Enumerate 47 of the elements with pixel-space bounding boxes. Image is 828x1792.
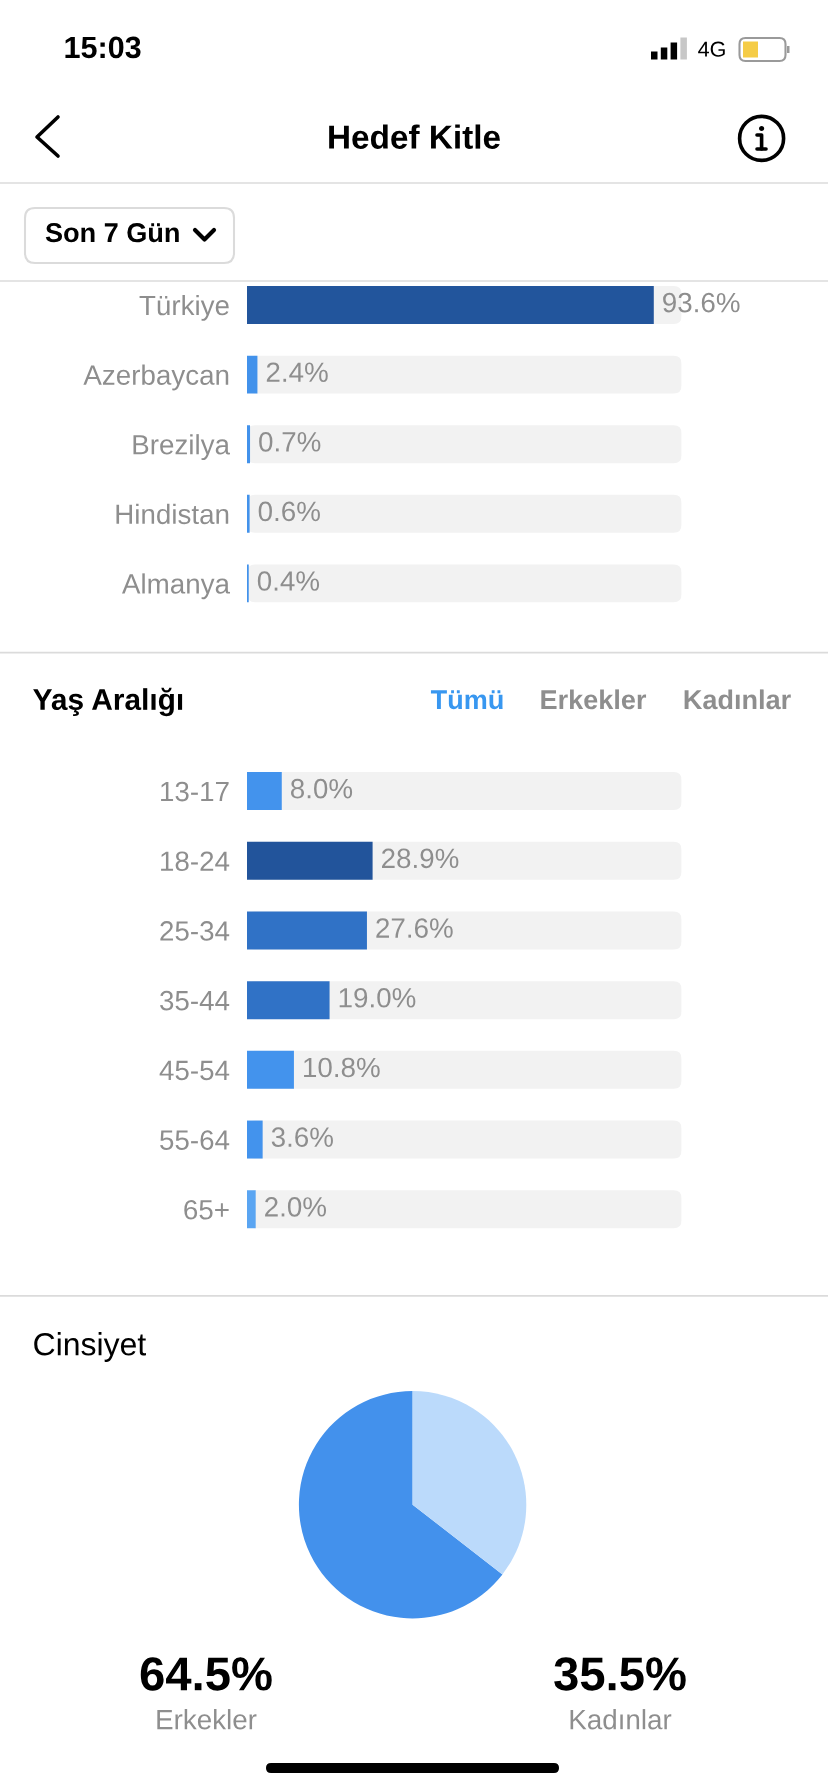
data-label: 0.4% <box>257 571 320 591</box>
bar <box>247 1050 294 1089</box>
data-label: 2.4% <box>266 362 328 382</box>
bar <box>247 494 250 533</box>
data-label: 0.7% <box>259 431 321 452</box>
data-label: 2.0% <box>265 1197 327 1217</box>
bar <box>247 425 251 464</box>
text: Kadınlar <box>684 689 791 710</box>
data-label: 0.6% <box>258 501 320 522</box>
y-tick-label: 18-24 <box>161 851 230 872</box>
pie-slice <box>298 1391 503 1619</box>
data-label: 8.0% <box>290 778 353 799</box>
data-label: 93.6% <box>663 292 740 313</box>
pie-slice <box>412 1391 527 1575</box>
text: Tümü <box>430 690 503 710</box>
data-label: 3.6% <box>271 1127 333 1148</box>
y-tick-label: Brezilya <box>133 434 230 461</box>
y-tick-label: 13-17 <box>161 781 229 802</box>
y-tick-label: 25-34 <box>160 921 230 941</box>
data-label: 28.9% <box>382 848 459 869</box>
data-label: 10.8% <box>304 1057 380 1078</box>
data-label: 64.5% <box>140 1657 272 1691</box>
y-tick-label: Azerbaycan <box>83 364 229 391</box>
data-label: 27.6% <box>376 918 453 938</box>
y-tick-label: 35-44 <box>160 990 230 1011</box>
slice-label: Erkekler <box>157 1709 257 1730</box>
chart-title: Yaş Aralığı <box>33 687 183 717</box>
y-tick-label: 65+ <box>184 1199 229 1220</box>
chart-title: Cinsiyet <box>34 1332 146 1362</box>
y-tick-label: Hindistan <box>116 503 229 525</box>
y-tick-label: 45-54 <box>159 1060 230 1081</box>
y-tick-label: Türkiye <box>139 294 229 321</box>
data-label: 19.0% <box>339 987 416 1008</box>
bar <box>247 1190 256 1229</box>
y-tick-label: 55-64 <box>160 1130 230 1150</box>
data-label: 35.5% <box>554 1657 686 1691</box>
text: 4G <box>698 41 725 57</box>
chart-title: Hedef Kitle <box>329 124 500 149</box>
chart-subtitle: Son 7 Gün <box>45 223 179 243</box>
text: Erkekler <box>541 689 647 710</box>
bar <box>247 981 330 1020</box>
slice-label: Kadınlar <box>570 1709 672 1730</box>
bar <box>247 355 258 394</box>
bar <box>247 772 282 811</box>
y-tick-label: Almanya <box>121 573 230 600</box>
bar <box>247 1120 263 1159</box>
text: 15:03 <box>65 36 141 59</box>
